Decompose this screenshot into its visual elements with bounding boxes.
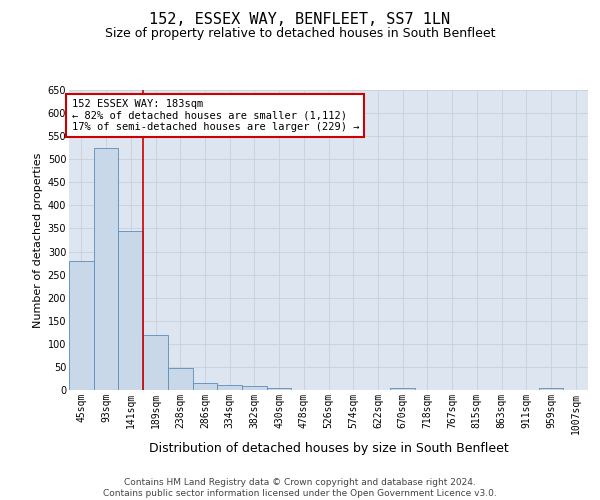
Text: Size of property relative to detached houses in South Benfleet: Size of property relative to detached ho… [105,28,495,40]
Bar [69,261,94,390]
Bar [242,386,267,390]
X-axis label: Distribution of detached houses by size in South Benfleet: Distribution of detached houses by size … [149,442,508,455]
Bar [217,386,242,390]
Bar [267,388,292,390]
Text: 152 ESSEX WAY: 183sqm
← 82% of detached houses are smaller (1,112)
17% of semi-d: 152 ESSEX WAY: 183sqm ← 82% of detached … [71,99,359,132]
Bar [390,388,415,390]
Text: Contains HM Land Registry data © Crown copyright and database right 2024.
Contai: Contains HM Land Registry data © Crown c… [103,478,497,498]
Bar [94,148,118,390]
Y-axis label: Number of detached properties: Number of detached properties [34,152,43,328]
Bar [143,334,168,390]
Bar [539,388,563,390]
Bar [168,368,193,390]
Bar [193,383,217,390]
Text: 152, ESSEX WAY, BENFLEET, SS7 1LN: 152, ESSEX WAY, BENFLEET, SS7 1LN [149,12,451,28]
Bar [118,231,143,390]
